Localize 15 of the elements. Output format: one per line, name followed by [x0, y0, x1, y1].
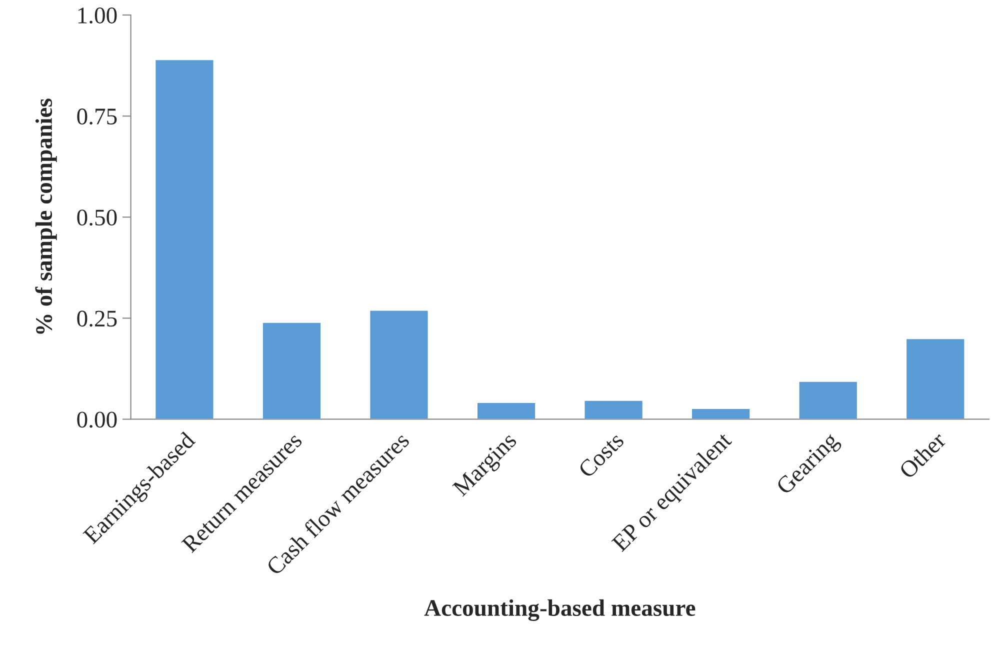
bar — [154, 58, 215, 420]
y-axis-title: % of sample companies — [35, 98, 57, 334]
bar — [368, 309, 430, 420]
bar — [262, 322, 322, 420]
bar — [476, 402, 536, 420]
y-tick-label: 0.00 — [77, 412, 117, 428]
bar — [690, 408, 752, 420]
bar — [798, 380, 858, 420]
bar — [583, 400, 644, 420]
y-tick-label: 0.50 — [77, 210, 117, 226]
y-tick-label: 1.00 — [78, 8, 117, 24]
y-tick-label: 0.75 — [77, 108, 117, 125]
x-axis-title: Accounting-based measure — [424, 599, 696, 621]
bar — [905, 338, 966, 420]
y-tick-label: 0.25 — [77, 310, 117, 327]
